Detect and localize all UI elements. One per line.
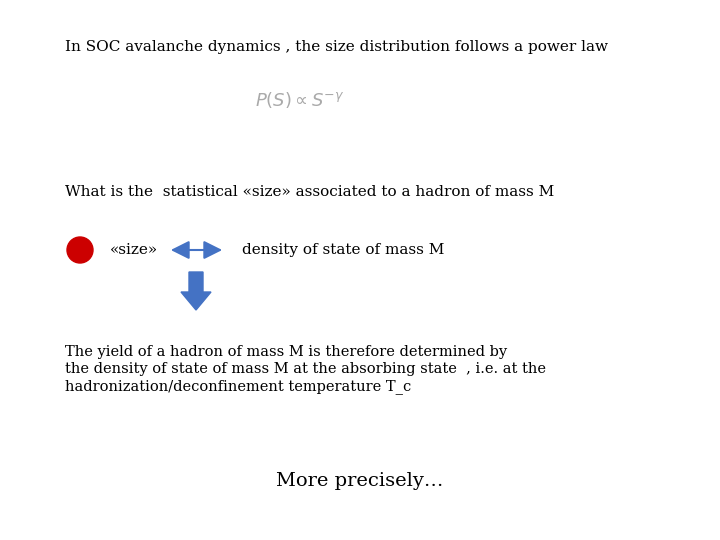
Text: the density of state of mass M at the absorbing state  , i.e. at the: the density of state of mass M at the ab… [65, 362, 546, 376]
Text: «size»: «size» [110, 243, 158, 257]
Circle shape [67, 237, 93, 263]
Text: density of state of mass M: density of state of mass M [242, 243, 444, 257]
FancyArrow shape [181, 272, 211, 310]
Text: In SOC avalanche dynamics , the size distribution follows a power law: In SOC avalanche dynamics , the size dis… [65, 40, 608, 54]
Text: $P(S) \propto S^{-\gamma}$: $P(S) \propto S^{-\gamma}$ [256, 90, 345, 110]
Text: The yield of a hadron of mass M is therefore determined by: The yield of a hadron of mass M is there… [65, 345, 507, 359]
Text: What is the  statistical «size» associated to a hadron of mass M: What is the statistical «size» associate… [65, 185, 554, 199]
Text: hadronization/deconfinement temperature T_c: hadronization/deconfinement temperature … [65, 379, 411, 394]
Text: More precisely…: More precisely… [276, 472, 444, 490]
